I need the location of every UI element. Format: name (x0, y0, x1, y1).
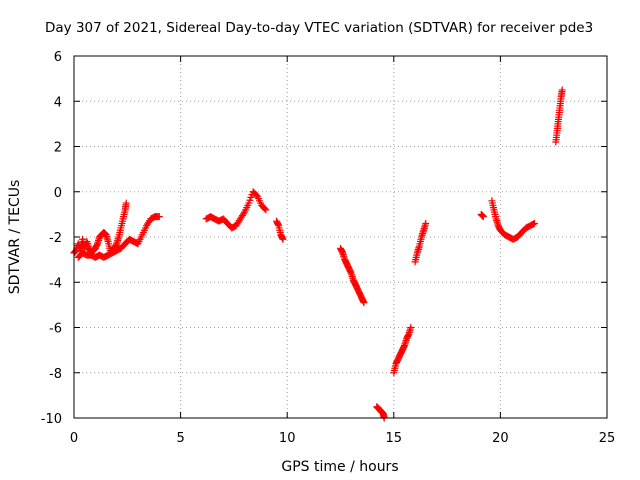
data-point (479, 213, 487, 221)
data-point (261, 205, 269, 213)
y-axis-label: SDTVAR / TECUs (7, 180, 23, 295)
chart-title: Day 307 of 2021, Sidereal Day-to-day VTE… (45, 20, 593, 36)
x-axis-label: GPS time / hours (281, 459, 398, 475)
plot-frame (73, 55, 608, 419)
data-point (558, 86, 566, 94)
y-tick-label: -8 (49, 367, 62, 382)
grid-lines (74, 56, 607, 418)
data-point (360, 299, 368, 307)
y-tick-label: 4 (54, 95, 62, 110)
y-tick-label: 2 (54, 141, 62, 156)
y-tick-label: -10 (41, 412, 62, 427)
y-tick-label: -6 (49, 322, 62, 337)
data-point (239, 210, 247, 218)
data-point (279, 235, 287, 243)
data-series (70, 86, 566, 422)
y-tick-label: -4 (49, 276, 62, 291)
axis-ticks (73, 55, 608, 419)
x-tick-label: 5 (176, 431, 184, 446)
data-point (531, 219, 539, 227)
x-tick-label: 15 (386, 431, 403, 446)
data-point (122, 199, 130, 207)
data-point (262, 206, 270, 214)
data-point (422, 219, 430, 227)
y-tick-label: 0 (54, 186, 62, 201)
data-point (407, 324, 415, 331)
y-tick-labels: -10 -8 -6 -4 -2 0 2 4 6 (41, 50, 62, 427)
x-tick-label: 10 (279, 431, 296, 446)
data-point (155, 213, 163, 221)
x-tick-label: 0 (70, 431, 78, 446)
y-tick-label: -2 (49, 231, 62, 246)
y-tick-label: 6 (54, 50, 62, 65)
x-tick-label: 25 (599, 431, 616, 446)
x-tick-labels: 0 5 10 15 20 25 (70, 431, 615, 446)
x-tick-label: 20 (492, 431, 509, 446)
